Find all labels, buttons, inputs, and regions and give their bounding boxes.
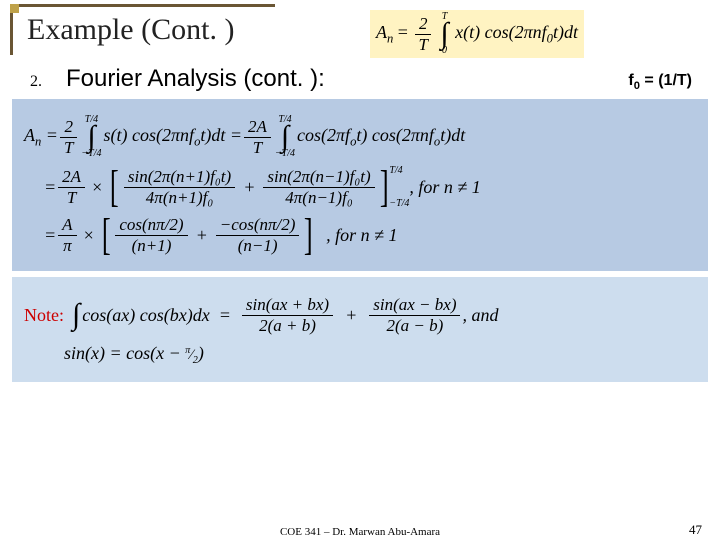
f0-annotation: f0 = (1/T) <box>628 72 692 92</box>
note-line-1: Note: ∫ cos(ax) cos(bx)dx = sin(ax + bx)… <box>24 293 696 337</box>
eq-line-2: = 2AT × [ sin(2π(n+1)f₀t)4π(n+1)f₀ + sin… <box>24 165 696 209</box>
eq-line-3: = Aπ × [ cos(nπ/2)(n+1) + −cos(nπ/2)(n−1… <box>24 215 696 255</box>
note-label: Note: <box>24 305 64 326</box>
identity-note-block: Note: ∫ cos(ax) cos(bx)dx = sin(ax + bx)… <box>12 277 708 382</box>
slide-title-box: Example (Cont. ) <box>10 4 275 55</box>
formula-definition-box: An = 2T T∫0 x(t) cos(2πnf0t)dt <box>370 10 584 58</box>
subtitle: Fourier Analysis (cont. ): <box>66 65 325 93</box>
slide-title: Example (Cont. ) <box>27 13 265 47</box>
eq-line-1: An = 2T T/4∫−T/4 s(t) cos(2πnfot)dt = 2A… <box>24 115 696 159</box>
page-number: 47 <box>689 522 702 538</box>
derivation-block: An = 2T T/4∫−T/4 s(t) cos(2πnfot)dt = 2A… <box>12 99 708 271</box>
list-number: 2. <box>30 73 42 91</box>
note-line-2: sin(x) = cos(x − π⁄2) <box>24 343 696 366</box>
subtitle-row: 2. Fourier Analysis (cont. ): <box>30 65 720 93</box>
footer-text: COE 341 – Dr. Marwan Abu-Amara <box>0 526 720 538</box>
corner-accent <box>10 4 19 13</box>
